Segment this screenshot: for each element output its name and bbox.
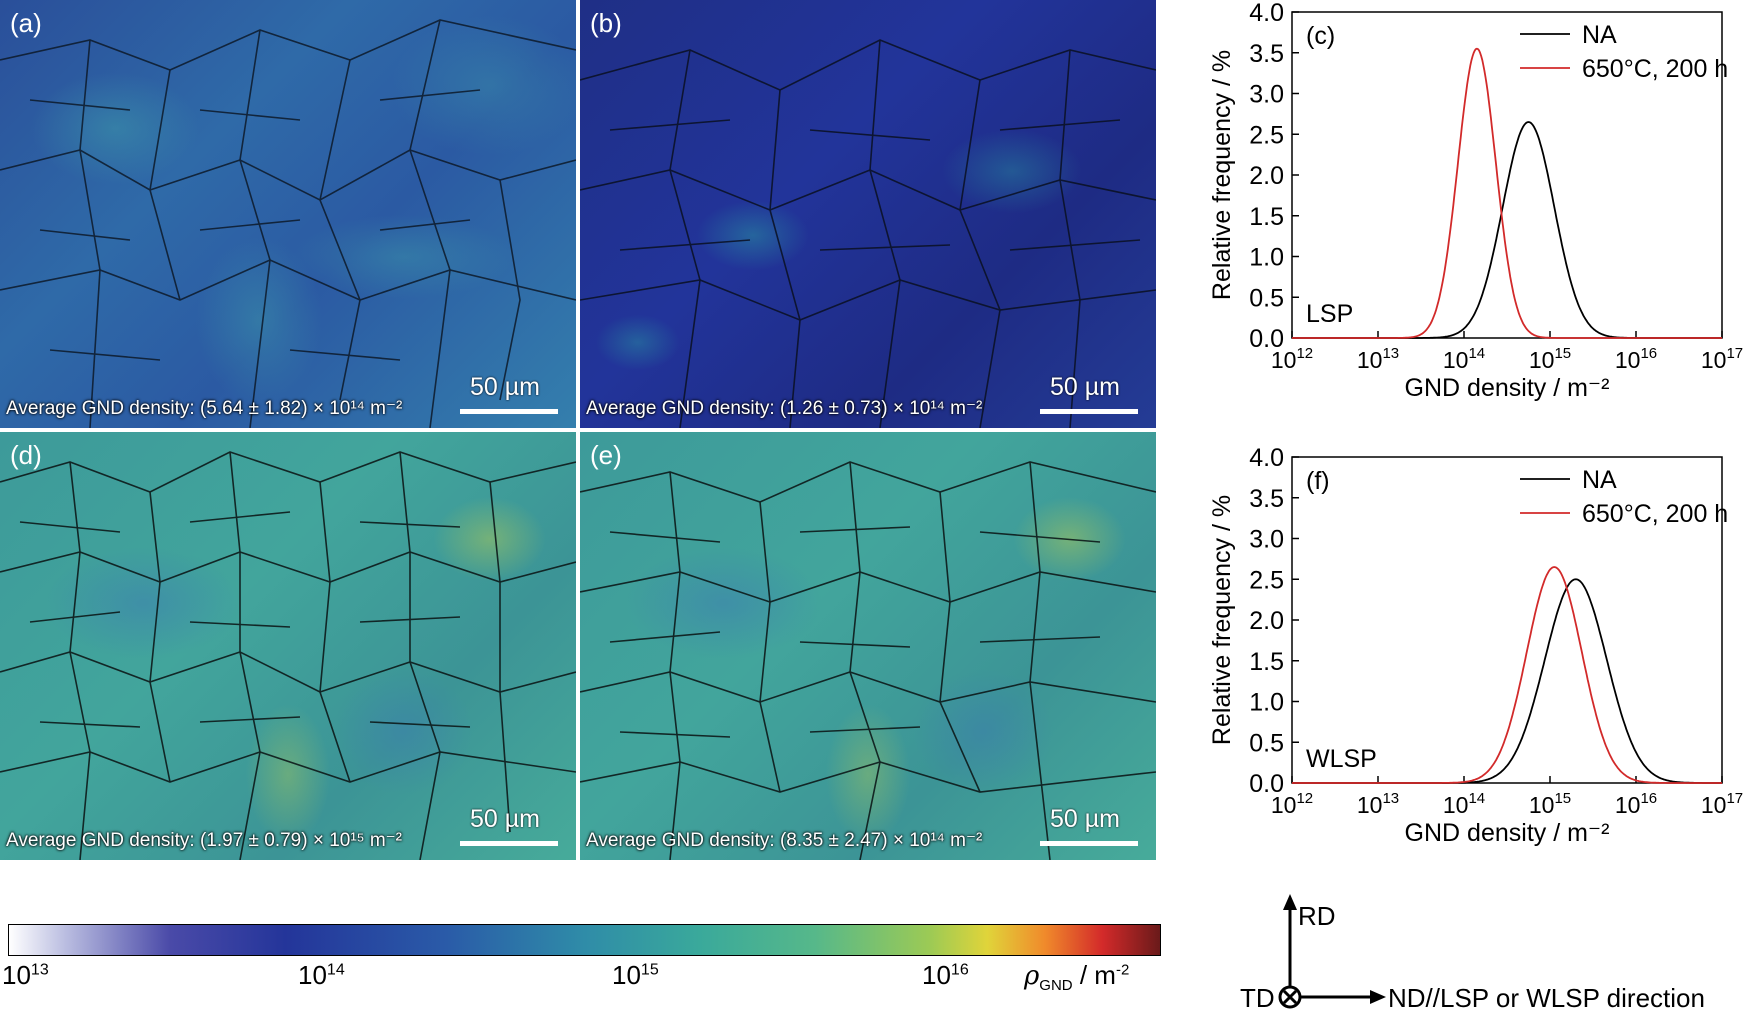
x-tick-label: 1014 <box>1443 345 1485 373</box>
scale-bar <box>460 409 558 414</box>
chart-f: 0.0 0.5 1.0 1.5 2.0 2.5 3.0 3.5 4.0 1012 1013 1014 1… <box>1208 445 1743 847</box>
scale-bar <box>1040 841 1138 846</box>
average-gnd-density: Average GND density: (5.64 ± 1.82) × 10¹… <box>6 398 403 419</box>
y-tick-label: 3.0 <box>1249 81 1284 109</box>
grain-boundaries <box>580 461 1156 860</box>
scale-bar-label: 50 µm <box>1050 373 1120 401</box>
series-line-aged <box>1292 566 1722 784</box>
gnd-colorbar <box>8 924 1161 956</box>
grain-boundaries <box>580 39 1156 428</box>
colorbar-tick: 1016 <box>922 960 969 990</box>
y-tick-label: 1.5 <box>1249 648 1284 676</box>
gnd-map-a: (a) Average GND density: (5.64 ± 1.82) ×… <box>0 0 576 428</box>
sample-axes: RD TD ND//LSP or WLSP direction <box>1240 894 1705 1013</box>
legend-label: 650°C, 200 h <box>1582 500 1728 528</box>
y-tick-label: 2.0 <box>1249 162 1284 190</box>
y-tick-label: 4.0 <box>1249 445 1284 472</box>
map-background <box>580 432 1156 860</box>
scale-bar-label: 50 µm <box>470 373 540 401</box>
map-background <box>580 0 1156 428</box>
average-gnd-density: Average GND density: (8.35 ± 2.47) × 10¹… <box>586 830 983 851</box>
x-tick-label: 1015 <box>1529 345 1571 373</box>
y-axis-label: Relative frequency / % <box>1208 495 1236 745</box>
y-tick-label: 1.5 <box>1249 203 1284 231</box>
average-gnd-density: Average GND density: (1.26 ± 0.73) × 10¹… <box>586 398 983 419</box>
y-tick-label: 0.0 <box>1249 325 1284 353</box>
y-tick-label: 3.5 <box>1249 485 1284 513</box>
y-axis-label: Relative frequency / % <box>1208 50 1236 300</box>
y-tick-label: 4.0 <box>1249 0 1284 27</box>
chart-c: 0.0 0.5 1.0 1.5 2.0 2.5 3.0 3.5 4.0 1012 1013 1014 1… <box>1208 0 1743 402</box>
grain-boundaries <box>0 19 576 428</box>
x-tick-label: 1012 <box>1271 345 1313 373</box>
colorbar-tick: 1014 <box>298 960 345 990</box>
chart-annotation: WLSP <box>1306 745 1377 773</box>
nd-label: ND//LSP or WLSP direction <box>1388 983 1705 1013</box>
x-tick-label: 1013 <box>1357 345 1399 373</box>
x-tick-label: 1014 <box>1443 790 1485 818</box>
y-tick-label: 2.0 <box>1249 607 1284 635</box>
x-tick-label: 1016 <box>1615 790 1657 818</box>
colorbar-label: ρGND / m-2 <box>1024 960 1130 995</box>
panel-label: (b) <box>590 8 622 38</box>
panel-label: (d) <box>10 440 42 470</box>
y-tick-label: 2.5 <box>1249 566 1284 594</box>
legend-label: NA <box>1582 466 1617 494</box>
x-tick-label: 1017 <box>1701 790 1743 818</box>
gnd-map-e: (e) Average GND density: (8.35 ± 2.47) ×… <box>580 432 1156 860</box>
y-tick-label: 3.0 <box>1249 526 1284 554</box>
scale-bar <box>460 841 558 846</box>
y-tick-label: 1.0 <box>1249 244 1284 272</box>
chart-panel-label: (c) <box>1306 22 1335 50</box>
series-line-na <box>1292 121 1722 339</box>
legend-label: NA <box>1582 21 1617 49</box>
map-background <box>0 432 576 860</box>
y-tick-label: 0.5 <box>1249 729 1284 757</box>
scale-bar <box>1040 409 1138 414</box>
chart-annotation: LSP <box>1306 300 1353 328</box>
x-tick-label: 1012 <box>1271 790 1313 818</box>
y-tick-label: 0.0 <box>1249 770 1284 798</box>
x-axis-label: GND density / m⁻² <box>1405 374 1610 402</box>
panel-label: (e) <box>590 440 622 470</box>
x-tick-label: 1017 <box>1701 345 1743 373</box>
grain-boundaries <box>0 451 576 860</box>
colorbar-tick: 1015 <box>612 960 659 990</box>
td-label: TD <box>1240 983 1275 1013</box>
x-tick-label: 1013 <box>1357 790 1399 818</box>
x-axis-label: GND density / m⁻² <box>1405 819 1610 847</box>
y-tick-label: 2.5 <box>1249 121 1284 149</box>
legend-label: 650°C, 200 h <box>1582 55 1728 83</box>
x-tick-label: 1016 <box>1615 345 1657 373</box>
y-tick-label: 3.5 <box>1249 40 1284 68</box>
panel-label: (a) <box>10 8 42 38</box>
colorbar-tick: 1013 <box>2 960 49 990</box>
chart-panel-label: (f) <box>1306 467 1330 495</box>
y-tick-label: 1.0 <box>1249 689 1284 717</box>
y-tick-label: 0.5 <box>1249 284 1284 312</box>
scale-bar-label: 50 µm <box>470 805 540 833</box>
average-gnd-density: Average GND density: (1.97 ± 0.79) × 10¹… <box>6 830 403 851</box>
series-line-aged <box>1292 47 1722 339</box>
gnd-map-b: (b) Average GND density: (1.26 ± 0.73) ×… <box>580 0 1156 428</box>
rd-label: RD <box>1298 901 1336 931</box>
map-background <box>0 0 576 428</box>
gnd-map-d: (d) Average GND density: (1.97 ± 0.79) ×… <box>0 432 576 860</box>
x-tick-label: 1015 <box>1529 790 1571 818</box>
scale-bar-label: 50 µm <box>1050 805 1120 833</box>
